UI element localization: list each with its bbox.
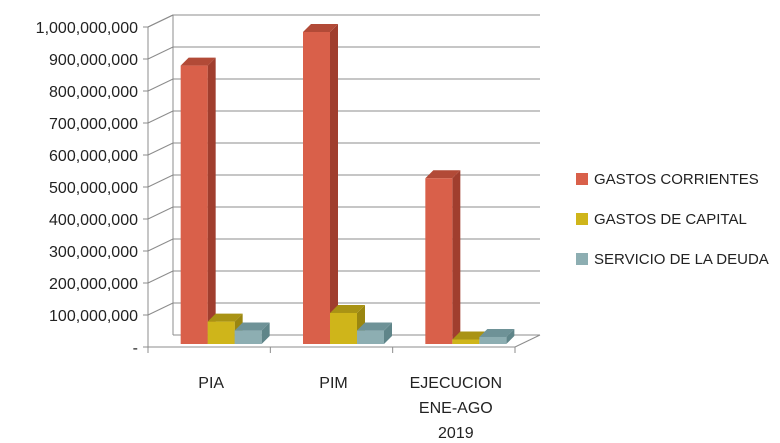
floor-right-edge bbox=[514, 334, 541, 348]
x-category-label: PIM bbox=[319, 375, 347, 392]
bar-top bbox=[330, 304, 365, 313]
bar bbox=[452, 339, 480, 344]
x-category-label: 2019 bbox=[438, 425, 474, 442]
legend: GASTOS CORRIENTES GASTOS DE CAPITAL SERVIC… bbox=[576, 171, 769, 268]
gridline-side bbox=[147, 14, 174, 28]
x-category-label: ENE-AGO bbox=[419, 400, 493, 417]
legend-label: GASTOS DE CAPITAL bbox=[594, 211, 747, 228]
bar bbox=[425, 178, 453, 344]
y-tick-label: 400,000,000 bbox=[49, 212, 138, 229]
gridline-side bbox=[147, 270, 174, 284]
y-tick-label: 700,000,000 bbox=[49, 116, 138, 133]
gridlines bbox=[147, 14, 540, 316]
bar-top bbox=[207, 313, 243, 322]
y-tick-label: 500,000,000 bbox=[49, 180, 138, 197]
bar-top bbox=[234, 322, 270, 331]
legend-swatch bbox=[576, 173, 588, 185]
y-tick-label: 300,000,000 bbox=[49, 244, 138, 261]
bar-top bbox=[357, 322, 392, 331]
bar bbox=[303, 32, 330, 344]
bar-side bbox=[207, 57, 216, 344]
legend-label: GASTOS CORRIENTES bbox=[594, 171, 759, 188]
gridline-side bbox=[147, 238, 174, 252]
bar-side bbox=[452, 170, 461, 344]
bar bbox=[180, 65, 208, 344]
gridline-side bbox=[147, 174, 174, 188]
gridline-side bbox=[147, 302, 174, 316]
bar-top bbox=[425, 170, 461, 179]
gridline-side bbox=[147, 110, 174, 124]
gridline-side bbox=[147, 206, 174, 220]
x-axis-categories: PIA PIM EJECUCION ENE-AGO 2019 bbox=[147, 347, 516, 442]
bar bbox=[330, 312, 357, 344]
bar bbox=[479, 336, 507, 344]
bar-top bbox=[479, 328, 515, 337]
bar bbox=[357, 330, 384, 344]
legend-swatch bbox=[576, 213, 588, 225]
bar-top bbox=[452, 331, 488, 340]
bar bbox=[207, 321, 235, 344]
y-tick-label: 800,000,000 bbox=[49, 84, 138, 101]
gridline-side bbox=[147, 78, 174, 92]
legend-swatch bbox=[576, 253, 588, 265]
y-tick-label: 100,000,000 bbox=[49, 308, 138, 325]
bar-top bbox=[180, 57, 216, 66]
bar-top bbox=[303, 24, 338, 32]
y-tick-label: - bbox=[133, 340, 138, 357]
bars bbox=[180, 24, 515, 344]
bar-side bbox=[330, 24, 338, 344]
bar bbox=[234, 330, 262, 344]
gridline-side bbox=[147, 46, 174, 60]
y-tick-label: 200,000,000 bbox=[49, 276, 138, 293]
y-tick-label: 600,000,000 bbox=[49, 148, 138, 165]
bar-side bbox=[261, 322, 270, 344]
bar-side bbox=[384, 322, 392, 344]
y-tick-label: 1,000,000,000 bbox=[36, 20, 138, 37]
x-category-label: EJECUCION bbox=[410, 375, 502, 392]
bar-side bbox=[506, 328, 515, 344]
x-category-label: PIA bbox=[198, 375, 224, 392]
y-axis-ticks: - 100,000,000 200,000,000 300,000,000 400,00… bbox=[36, 20, 148, 357]
legend-label: SERVICIO DE LA DEUDA bbox=[594, 251, 769, 268]
gridline-side bbox=[147, 142, 174, 156]
y-tick-label: 900,000,000 bbox=[49, 52, 138, 69]
